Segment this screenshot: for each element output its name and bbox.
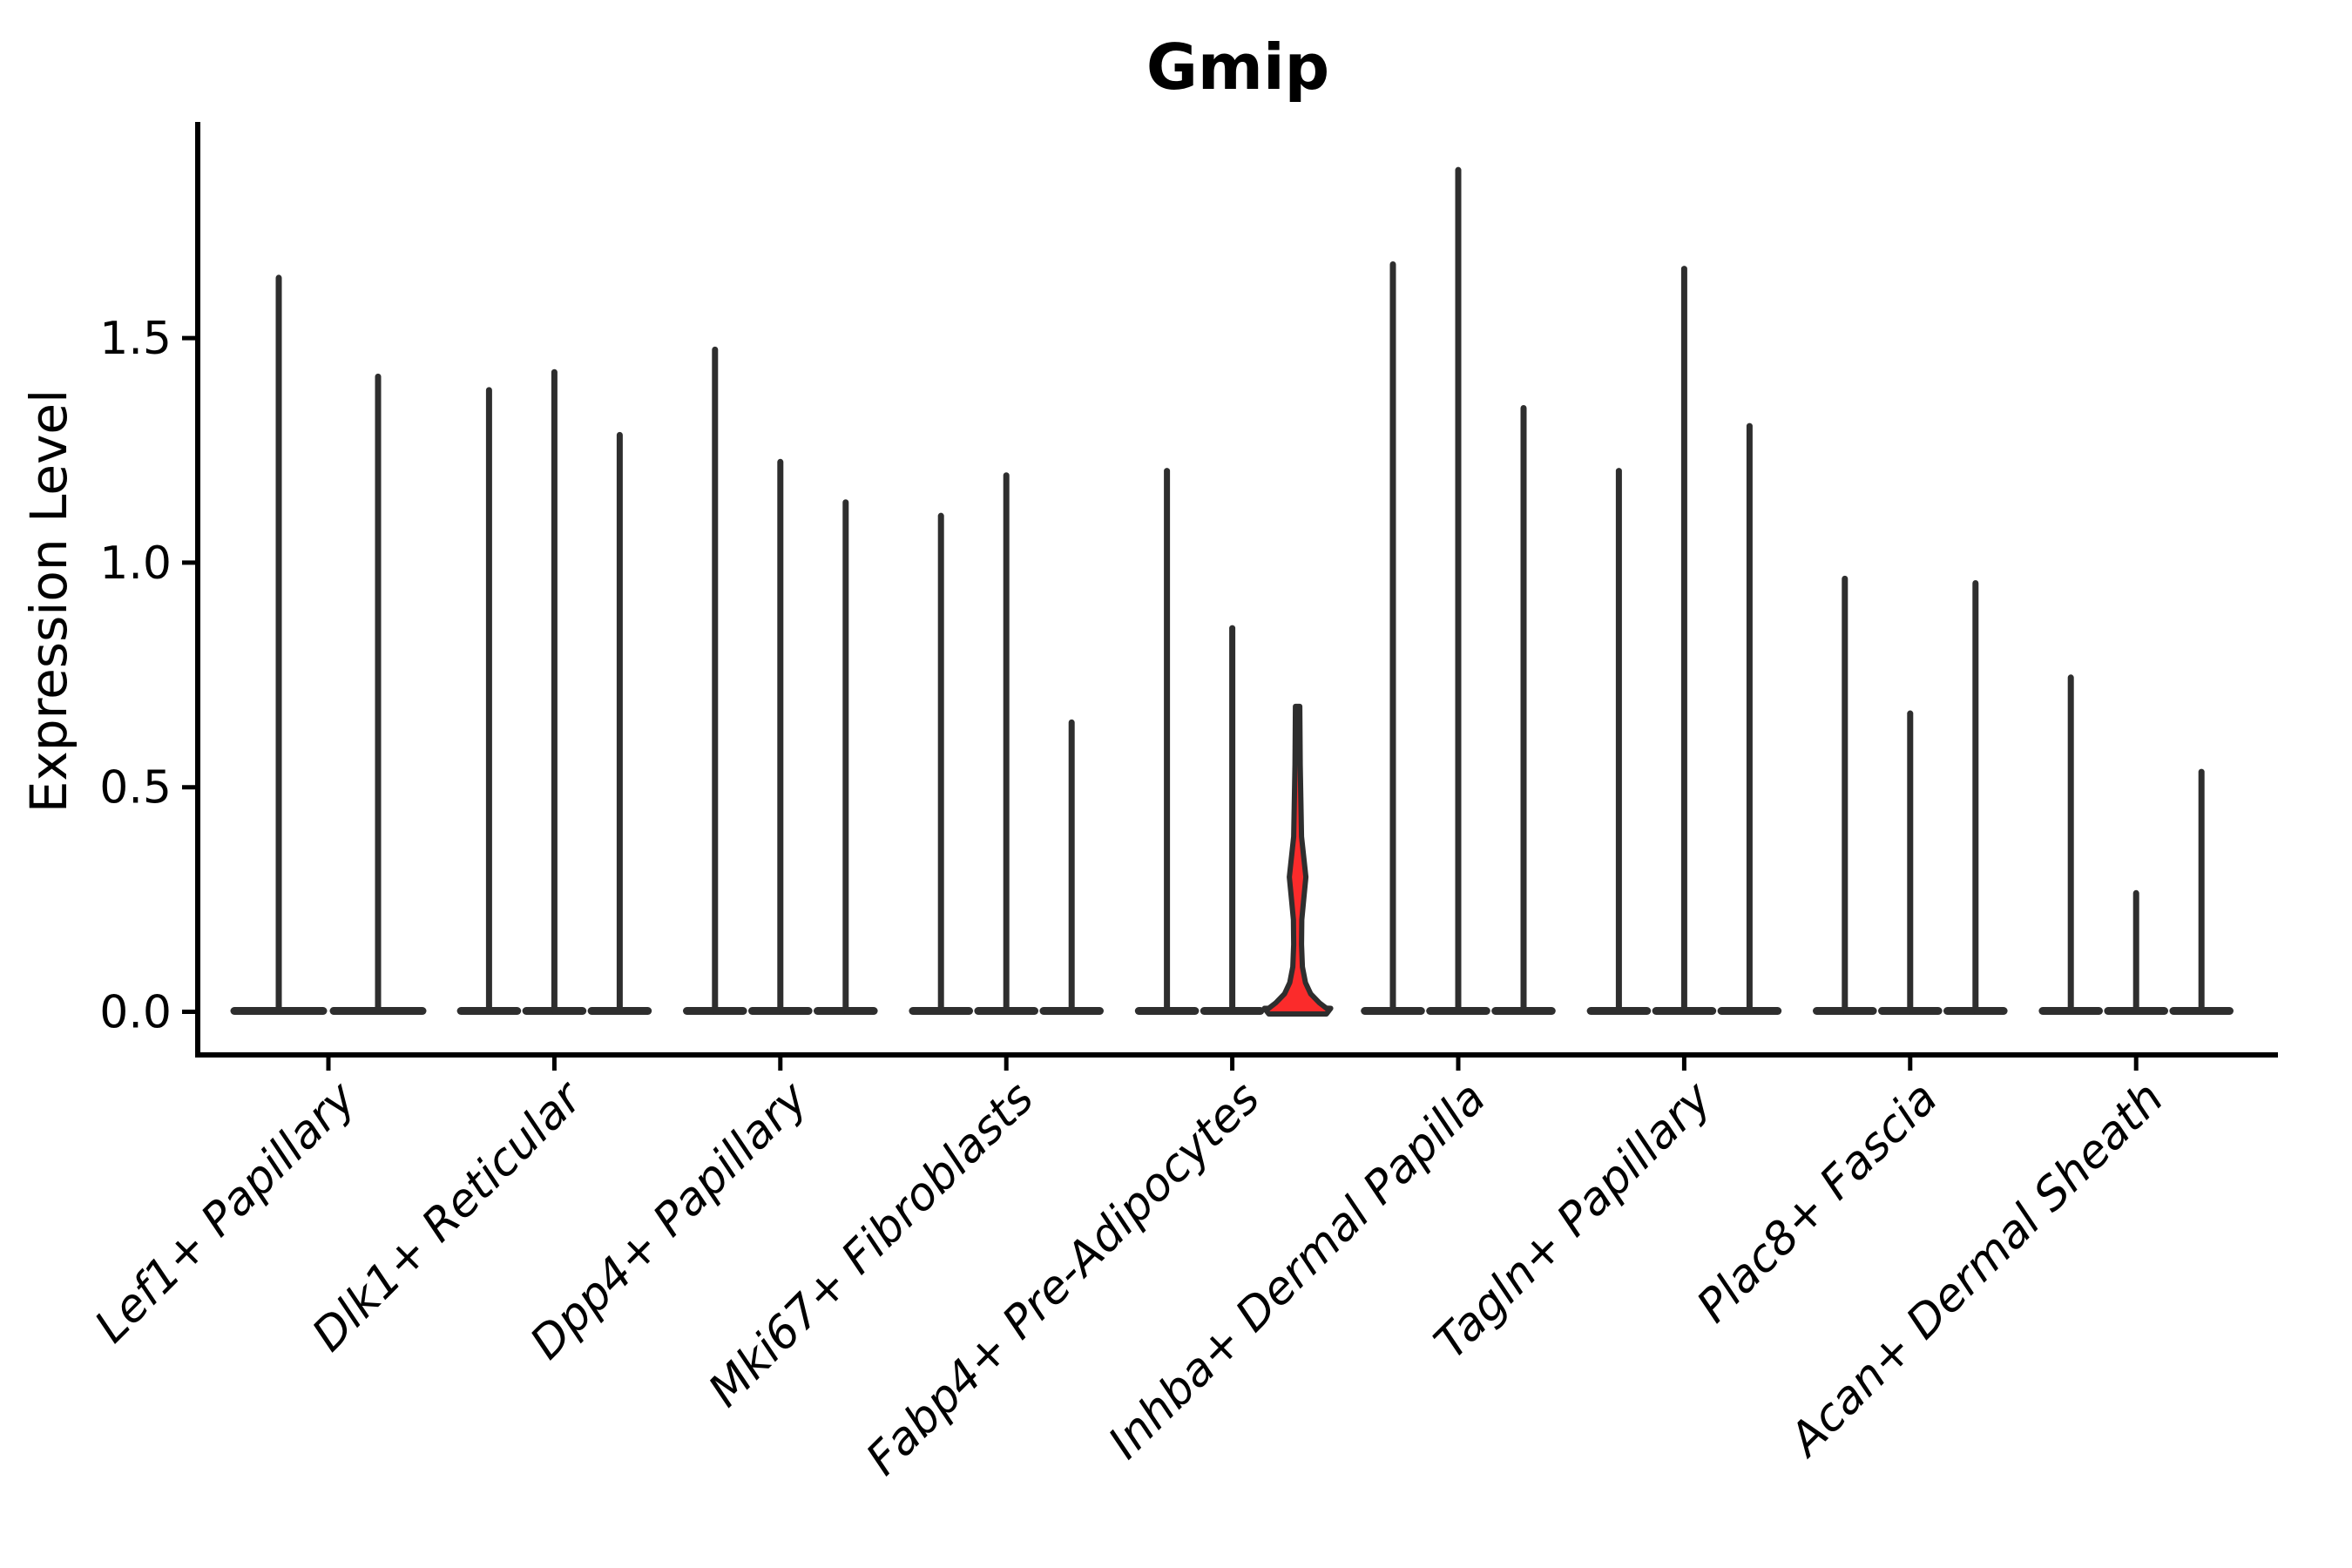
x-tick-label: Plac8+ Fascia (1687, 1072, 1948, 1333)
x-tick-label: Acan+ Dermal Sheath (1778, 1072, 2173, 1468)
violin-group (1813, 575, 2008, 1015)
y-axis-label: Expression Level (19, 389, 78, 813)
violins-layer (230, 166, 2234, 1017)
y-tick-label: 1.0 (99, 537, 172, 590)
violin-group (909, 472, 1104, 1015)
highlighted-violin (1261, 703, 1334, 1017)
x-tick-label: Fabp4+ Pre-Adipocytes (856, 1072, 1270, 1486)
violin-group (1586, 266, 1782, 1015)
x-tick-label: Inhba+ Dermal Papilla (1098, 1072, 1496, 1470)
violin-group (683, 346, 878, 1015)
violin-group (1134, 468, 1334, 1017)
violin-group (2038, 674, 2234, 1015)
axes-layer (182, 122, 2278, 1071)
violin-group (1361, 166, 1556, 1015)
violin-group (456, 368, 652, 1015)
violin-group (230, 274, 427, 1015)
chart-title: Gmip (1146, 30, 1329, 104)
y-tick-label: 0.0 (99, 987, 172, 1039)
y-tick-label: 0.5 (99, 762, 172, 814)
y-tick-label: 1.5 (99, 313, 172, 365)
